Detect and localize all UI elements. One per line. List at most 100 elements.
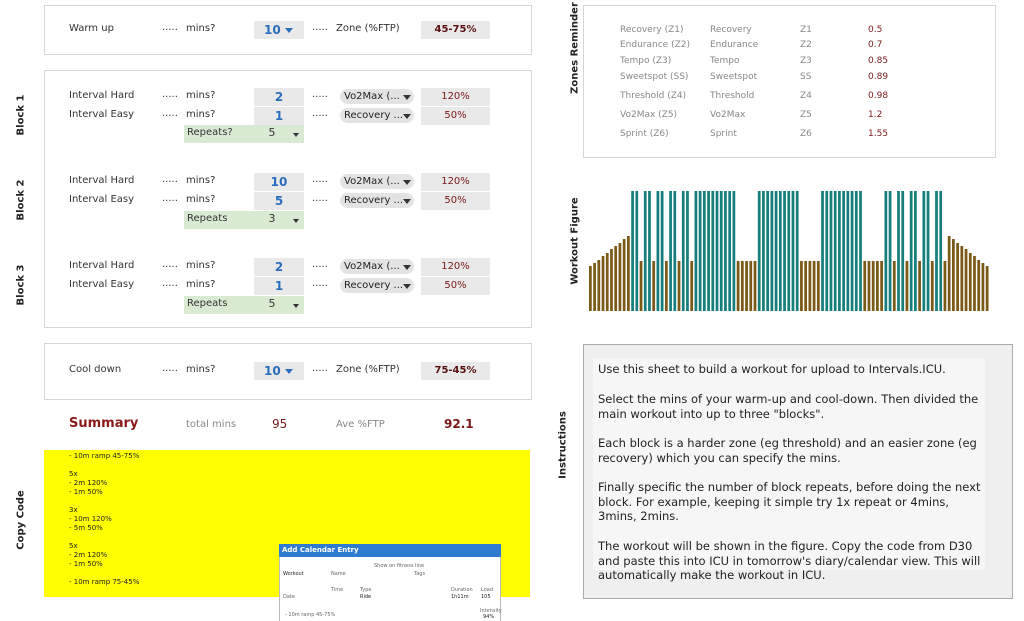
dropdown-arrow xyxy=(293,304,299,308)
zone-cell: Tempo xyxy=(710,56,740,66)
workout-bar xyxy=(812,261,816,311)
code-line: - 2m 120% xyxy=(69,479,108,487)
workout-bar xyxy=(732,191,736,311)
workout-bar xyxy=(859,191,862,311)
dots: ..... xyxy=(312,174,328,185)
workout-bar xyxy=(838,191,841,311)
dots: ..... xyxy=(162,193,178,204)
mins-cell[interactable]: 5 xyxy=(254,192,304,210)
dropdown-arrow xyxy=(403,180,411,185)
workout-bar xyxy=(639,261,643,311)
workout-bar xyxy=(892,261,896,311)
workout-bar xyxy=(597,260,601,311)
mins-label: mins? xyxy=(186,364,216,375)
workout-bar xyxy=(842,191,846,311)
workout-bar xyxy=(905,261,909,311)
mins-cell[interactable]: 2 xyxy=(254,258,304,276)
repeats-value[interactable]: 3 xyxy=(268,212,276,225)
workout-bar xyxy=(715,191,719,311)
mins-dropdown[interactable]: 10 xyxy=(254,362,304,380)
zone-cell: Z3 xyxy=(800,56,812,66)
repeats-cell xyxy=(184,296,304,314)
mins-label: mins? xyxy=(186,109,216,120)
code-line: - 2m 120% xyxy=(69,551,108,559)
row-label: Warm up xyxy=(69,23,114,34)
dots: ..... xyxy=(162,89,178,100)
dialog-field: 94% xyxy=(483,614,495,620)
zone-cell: Sprint xyxy=(710,129,737,139)
zone-dropdown[interactable]: Recovery ... xyxy=(340,108,414,123)
mins-cell[interactable]: 10 xyxy=(254,173,304,191)
workout-bar xyxy=(846,191,850,311)
workout-bar xyxy=(960,246,964,311)
side-label: Block 1 xyxy=(15,94,27,136)
code-line: - 1m 50% xyxy=(69,560,103,568)
workout-bar xyxy=(622,239,626,311)
zone-cell: Z6 xyxy=(800,129,812,139)
workout-bar xyxy=(736,261,740,311)
workout-bar xyxy=(724,191,727,311)
workout-bar xyxy=(918,261,921,311)
repeats-value[interactable]: 5 xyxy=(268,126,276,139)
dots: ..... xyxy=(162,363,178,374)
mins-cell[interactable]: 2 xyxy=(254,88,304,106)
workout-bar xyxy=(778,191,782,311)
dots: ..... xyxy=(312,363,328,374)
mins-dropdown[interactable]: 10 xyxy=(254,21,304,39)
dots: ..... xyxy=(312,259,328,270)
workout-bar xyxy=(821,191,824,311)
workout-bar xyxy=(740,261,744,311)
workout-bar xyxy=(909,191,913,311)
zone-cell: 1.55 xyxy=(868,129,889,139)
ftp-cell: 120% xyxy=(421,258,490,276)
workout-bar xyxy=(863,261,867,311)
workout-bar xyxy=(871,261,875,311)
workout-bar xyxy=(618,243,622,311)
zone-dropdown[interactable]: Vo2Max (... xyxy=(340,89,414,104)
workout-bar xyxy=(643,191,647,311)
dialog-field: 105 xyxy=(481,594,491,600)
workout-bar xyxy=(880,261,883,311)
workout-bar xyxy=(766,191,770,311)
workout-bar xyxy=(648,191,651,311)
workout-bar xyxy=(728,191,732,311)
zones-panel xyxy=(583,5,996,158)
mins-cell[interactable]: 1 xyxy=(254,277,304,295)
workout-bar xyxy=(968,253,972,311)
workout-bar xyxy=(939,191,943,311)
zone-dropdown[interactable]: Recovery ... xyxy=(340,193,414,208)
workout-bar xyxy=(977,260,981,311)
zone-dropdown[interactable]: Vo2Max (... xyxy=(340,174,414,189)
dialog-field: Intensity xyxy=(480,608,502,614)
workout-bar xyxy=(825,191,829,311)
repeats-value[interactable]: 5 xyxy=(268,297,276,310)
zone-dropdown[interactable]: Recovery ... xyxy=(340,278,414,293)
workout-bar xyxy=(770,191,774,311)
mins-cell[interactable]: 1 xyxy=(254,107,304,125)
workout-bar xyxy=(605,253,609,311)
instruction-paragraph: Select the mins of your warm-up and cool… xyxy=(598,392,979,421)
mins-label: mins? xyxy=(186,194,216,205)
side-label: Copy Code xyxy=(15,490,27,550)
workout-bar xyxy=(943,261,947,311)
workout-bar xyxy=(686,191,689,311)
zone-cell: Recovery (Z1) xyxy=(620,25,684,35)
zone-cell: Vo2Max xyxy=(710,110,746,120)
dots: ..... xyxy=(312,108,328,119)
workout-bar xyxy=(867,261,871,311)
dialog-field: Time xyxy=(331,587,344,593)
dots: ..... xyxy=(162,108,178,119)
dots: ..... xyxy=(312,89,328,100)
repeats-label: Repeats? xyxy=(187,127,233,138)
code-line: - 10m ramp 45-75% xyxy=(69,452,140,460)
workout-bar xyxy=(707,191,710,311)
code-line: 5x xyxy=(69,542,78,550)
ave-value: 92.1 xyxy=(444,417,474,431)
summary-title: Summary xyxy=(69,416,139,431)
workout-figure xyxy=(589,191,989,311)
mins-label: mins? xyxy=(186,23,216,34)
code-line: 5x xyxy=(69,470,78,478)
dialog-field: - 10m ramp 45-75% xyxy=(285,612,336,618)
zone-dropdown[interactable]: Vo2Max (... xyxy=(340,259,414,274)
